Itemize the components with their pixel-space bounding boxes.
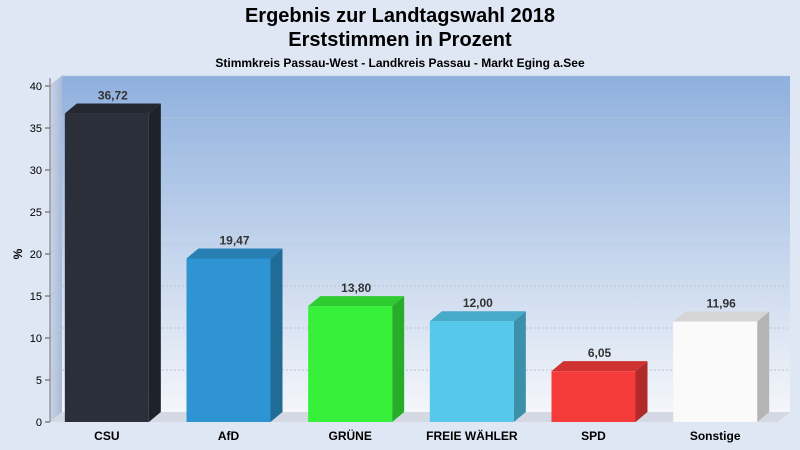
bar-side [513,311,526,422]
bar-side [148,103,161,422]
bar-side [270,248,283,422]
bar-side [635,361,648,422]
bar-value-label: 6,05 [588,346,612,360]
x-category-label: Sonstige [690,429,741,443]
bar [429,321,514,422]
gridline-side [49,243,63,255]
y-tick-label: 35 [30,123,42,135]
bar [551,371,636,422]
x-category-label: FREIE WÄHLER [426,428,518,443]
bar-top [429,311,526,322]
gridline-side [49,285,63,297]
bar [673,321,758,422]
bar-value-label: 13,80 [341,281,371,295]
chart-header: Ergebnis zur Landtagswahl 2018 Erststimm… [0,0,800,70]
y-tick-label: 20 [30,249,42,261]
y-tick-label: 25 [30,207,42,219]
gridline-side [49,159,63,171]
chart-title-2: Erststimmen in Prozent [288,29,512,51]
y-tick-label: 10 [30,333,42,345]
bar-side [757,311,770,422]
bar-top [186,248,283,259]
chart-title: Ergebnis zur Landtagswahl 2018 [244,5,556,27]
x-category-label: GRÜNE [328,428,371,443]
bar [308,306,393,422]
y-tick-label: 0 [36,417,42,429]
y-tick-label: 40 [30,81,42,93]
chart-subtitle: Stimmkreis Passau-West - Landkreis Passa… [215,56,585,70]
bar-value-label: 11,96 [706,297,736,311]
bar-top [308,296,405,307]
bar-value-label: 36,72 [98,89,128,103]
bar-value-label: 19,47 [219,233,249,247]
bar-side [392,296,405,422]
bar [64,113,149,422]
gridline-side [49,117,63,129]
bar-top [673,311,770,322]
gridline-side [49,75,63,87]
gridline-side [49,201,63,213]
plot-area: 0 5 10 15 20 25 30 35 40% 36,72 CSU 19,47 AfD 13,80 GR… [11,75,790,443]
bar-top [551,361,648,372]
x-category-label: AfD [218,429,240,443]
y-axis-label: % [11,248,25,259]
gridline-side [49,369,63,381]
y-tick-label: 30 [30,165,42,177]
gridline-side [49,327,63,339]
bar [186,258,271,422]
bar-top [64,103,161,114]
y-tick-label: 5 [36,375,42,387]
bar-value-label: 12,00 [463,296,493,310]
x-category-label: CSU [94,429,119,443]
x-category-label: SPD [581,429,606,443]
y-tick-label: 15 [30,291,42,303]
